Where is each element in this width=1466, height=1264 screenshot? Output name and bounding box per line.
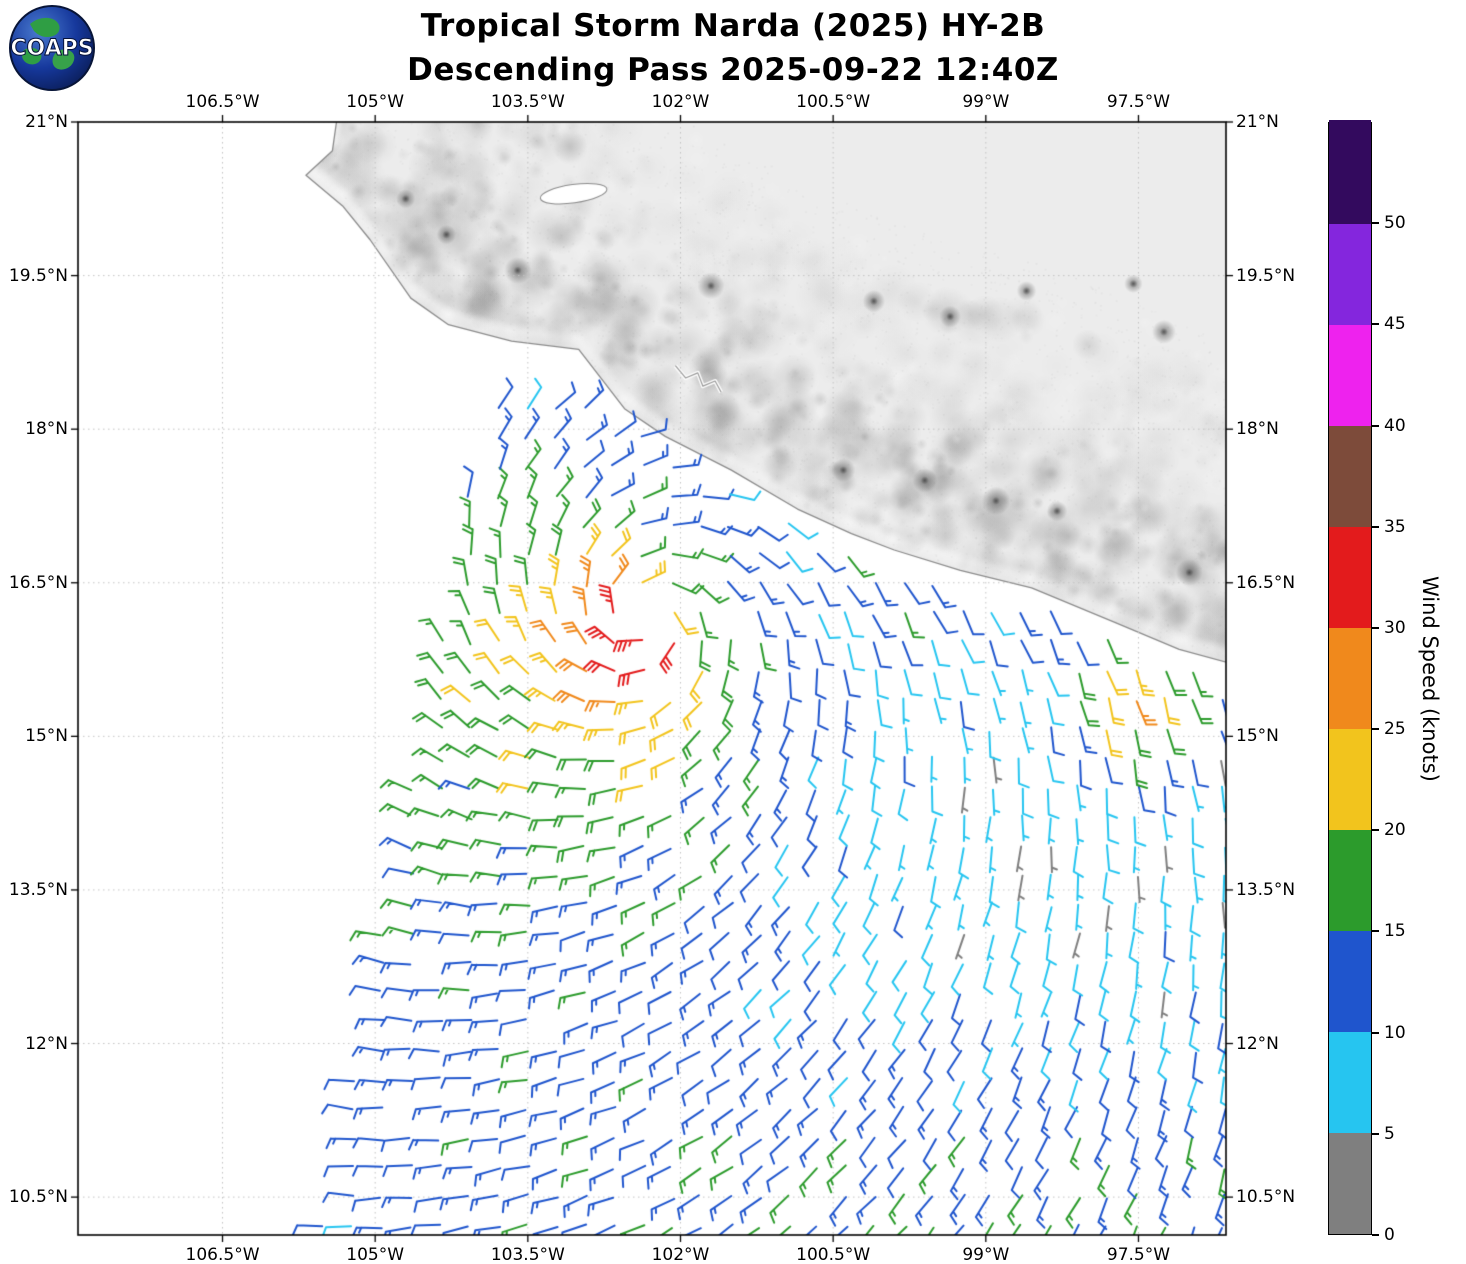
colorbar-segment-20-25 xyxy=(1329,725,1371,830)
chart-subtitle: Descending Pass 2025-09-22 12:40Z xyxy=(407,52,1059,88)
colorbar-label-wrap: Wind Speed (knots) xyxy=(1404,122,1456,1235)
colorbar-segment-5-10 xyxy=(1329,1028,1371,1133)
colorbar-segment-15-20 xyxy=(1329,826,1371,931)
colorbar-segment-10-15 xyxy=(1329,927,1371,1032)
chart-header: Tropical Storm Narda (2025) HY-2B Descen… xyxy=(0,4,1466,92)
logo-text: COAPS xyxy=(10,36,93,61)
colorbar-segment-0-5 xyxy=(1329,1129,1371,1234)
colorbar-segment-40-45 xyxy=(1329,321,1371,426)
colorbar-segment-30-35 xyxy=(1329,523,1371,628)
colorbar-segment-50-55 xyxy=(1329,119,1371,224)
colorbar xyxy=(1328,119,1372,1235)
colorbar-label: Wind Speed (knots) xyxy=(1418,575,1442,782)
chart-title: Tropical Storm Narda (2025) HY-2B xyxy=(420,8,1046,44)
coaps-logo: COAPS xyxy=(8,4,96,92)
colorbar-segment-25-30 xyxy=(1329,624,1371,729)
colorbar-segment-35-40 xyxy=(1329,422,1371,527)
colorbar-segment-45-50 xyxy=(1329,220,1371,325)
globe-icon: COAPS xyxy=(9,5,95,91)
